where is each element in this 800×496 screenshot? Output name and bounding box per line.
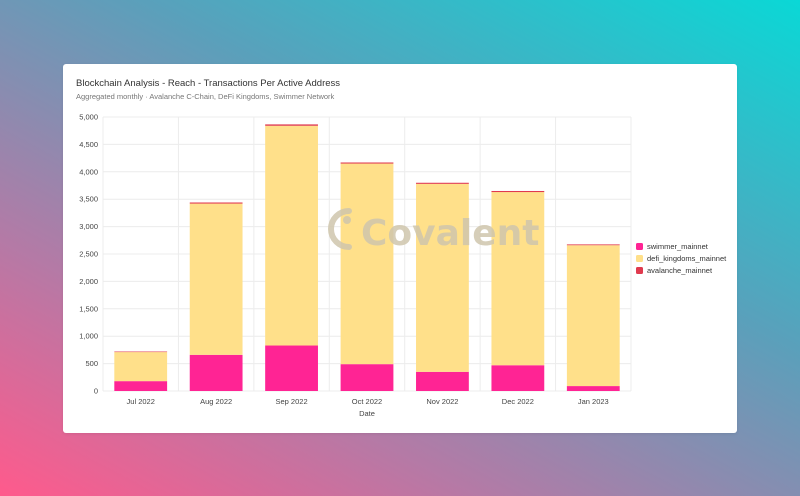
chart-subtitle: Aggregated monthly · Avalanche C-Chain, … xyxy=(76,92,335,101)
bar-segment-avalanche_mainnet[interactable] xyxy=(416,182,469,184)
bar-segment-defi_kingdoms_mainnet[interactable] xyxy=(416,183,469,372)
x-tick-label: Jan 2023 xyxy=(578,397,609,406)
bar-segment-avalanche_mainnet[interactable] xyxy=(491,190,545,193)
x-tick-label: Dec 2022 xyxy=(502,397,534,406)
x-tick-label: Aug 2022 xyxy=(200,397,232,406)
bar-segment-swimmer_mainnet[interactable] xyxy=(265,345,318,391)
legend-swatch xyxy=(636,267,643,274)
chart-card: Blockchain Analysis - Reach - Transactio… xyxy=(63,64,737,433)
y-tick-label: 1,000 xyxy=(79,332,98,341)
y-tick-label: 4,500 xyxy=(79,140,98,149)
bar-segment-avalanche_mainnet[interactable] xyxy=(189,202,243,204)
x-tick-label: Sep 2022 xyxy=(276,397,308,406)
bar-segment-swimmer_mainnet[interactable] xyxy=(189,354,243,391)
bar-segment-swimmer_mainnet[interactable] xyxy=(491,365,545,391)
bar-segment-avalanche_mainnet[interactable] xyxy=(566,244,620,246)
y-tick-label: 500 xyxy=(85,359,98,368)
legend: swimmer_mainnet defi_kingdoms_mainnetaval… xyxy=(636,242,727,275)
legend-swatch xyxy=(636,255,643,262)
stacked-bar-chart: Covalent 0 500 1,000 1,500 2,000 2,500 3,000 3,… xyxy=(79,113,727,419)
y-tick-label: 1,500 xyxy=(79,304,98,313)
x-tick-label: Oct 2022 xyxy=(352,397,382,406)
bar-segment-swimmer_mainnet[interactable] xyxy=(416,371,469,391)
x-tick-label: Nov 2022 xyxy=(426,397,458,406)
chart-title: Blockchain Analysis - Reach - Transactio… xyxy=(76,78,341,89)
bar-segment-avalanche_mainnet[interactable] xyxy=(340,162,394,164)
y-tick-label: 4,000 xyxy=(79,167,98,176)
watermark: Covalent xyxy=(328,208,540,254)
y-tick-label: 2,500 xyxy=(79,250,98,259)
y-tick-label: 3,500 xyxy=(79,195,98,204)
bar-segment-defi_kingdoms_mainnet[interactable] xyxy=(340,163,394,365)
bar-segment-defi_kingdoms_mainnet[interactable] xyxy=(265,125,318,346)
bar-layer xyxy=(114,124,620,391)
watermark-text: Covalent xyxy=(361,213,540,254)
bar-segment-swimmer_mainnet[interactable] xyxy=(340,364,394,391)
axis-layer: 0 500 1,000 1,500 2,000 2,500 3,000 3,500 4,000 4… xyxy=(79,113,609,419)
y-tick-label: 2,000 xyxy=(79,277,98,286)
covalent-logo-icon xyxy=(328,208,352,250)
legend-item-swimmer_mainnet[interactable]: swimmer_mainnet xyxy=(647,242,709,251)
x-tick-label: Jul 2022 xyxy=(127,397,155,406)
legend-swatch xyxy=(636,243,643,250)
bar-segment-defi_kingdoms_mainnet[interactable] xyxy=(491,192,545,366)
legend-item-avalanche_mainnet[interactable]: avalanche_mainnet xyxy=(647,266,713,275)
y-tick-label: 5,000 xyxy=(79,113,98,122)
bar-segment-swimmer_mainnet[interactable] xyxy=(114,381,168,391)
legend-item-defi_kingdoms_mainnet[interactable]: defi_kingdoms_mainnet xyxy=(647,254,727,263)
bar-segment-avalanche_mainnet[interactable] xyxy=(265,124,318,126)
y-tick-label: 3,000 xyxy=(79,222,98,231)
bar-segment-swimmer_mainnet[interactable] xyxy=(566,386,620,391)
bar-segment-avalanche_mainnet[interactable] xyxy=(114,351,168,353)
bar-segment-defi_kingdoms_mainnet[interactable] xyxy=(189,203,243,355)
x-axis-title: Date xyxy=(359,409,375,418)
bar-segment-defi_kingdoms_mainnet[interactable] xyxy=(566,245,620,387)
y-tick-label: 0 xyxy=(94,387,98,396)
bar-segment-defi_kingdoms_mainnet[interactable] xyxy=(114,352,168,382)
